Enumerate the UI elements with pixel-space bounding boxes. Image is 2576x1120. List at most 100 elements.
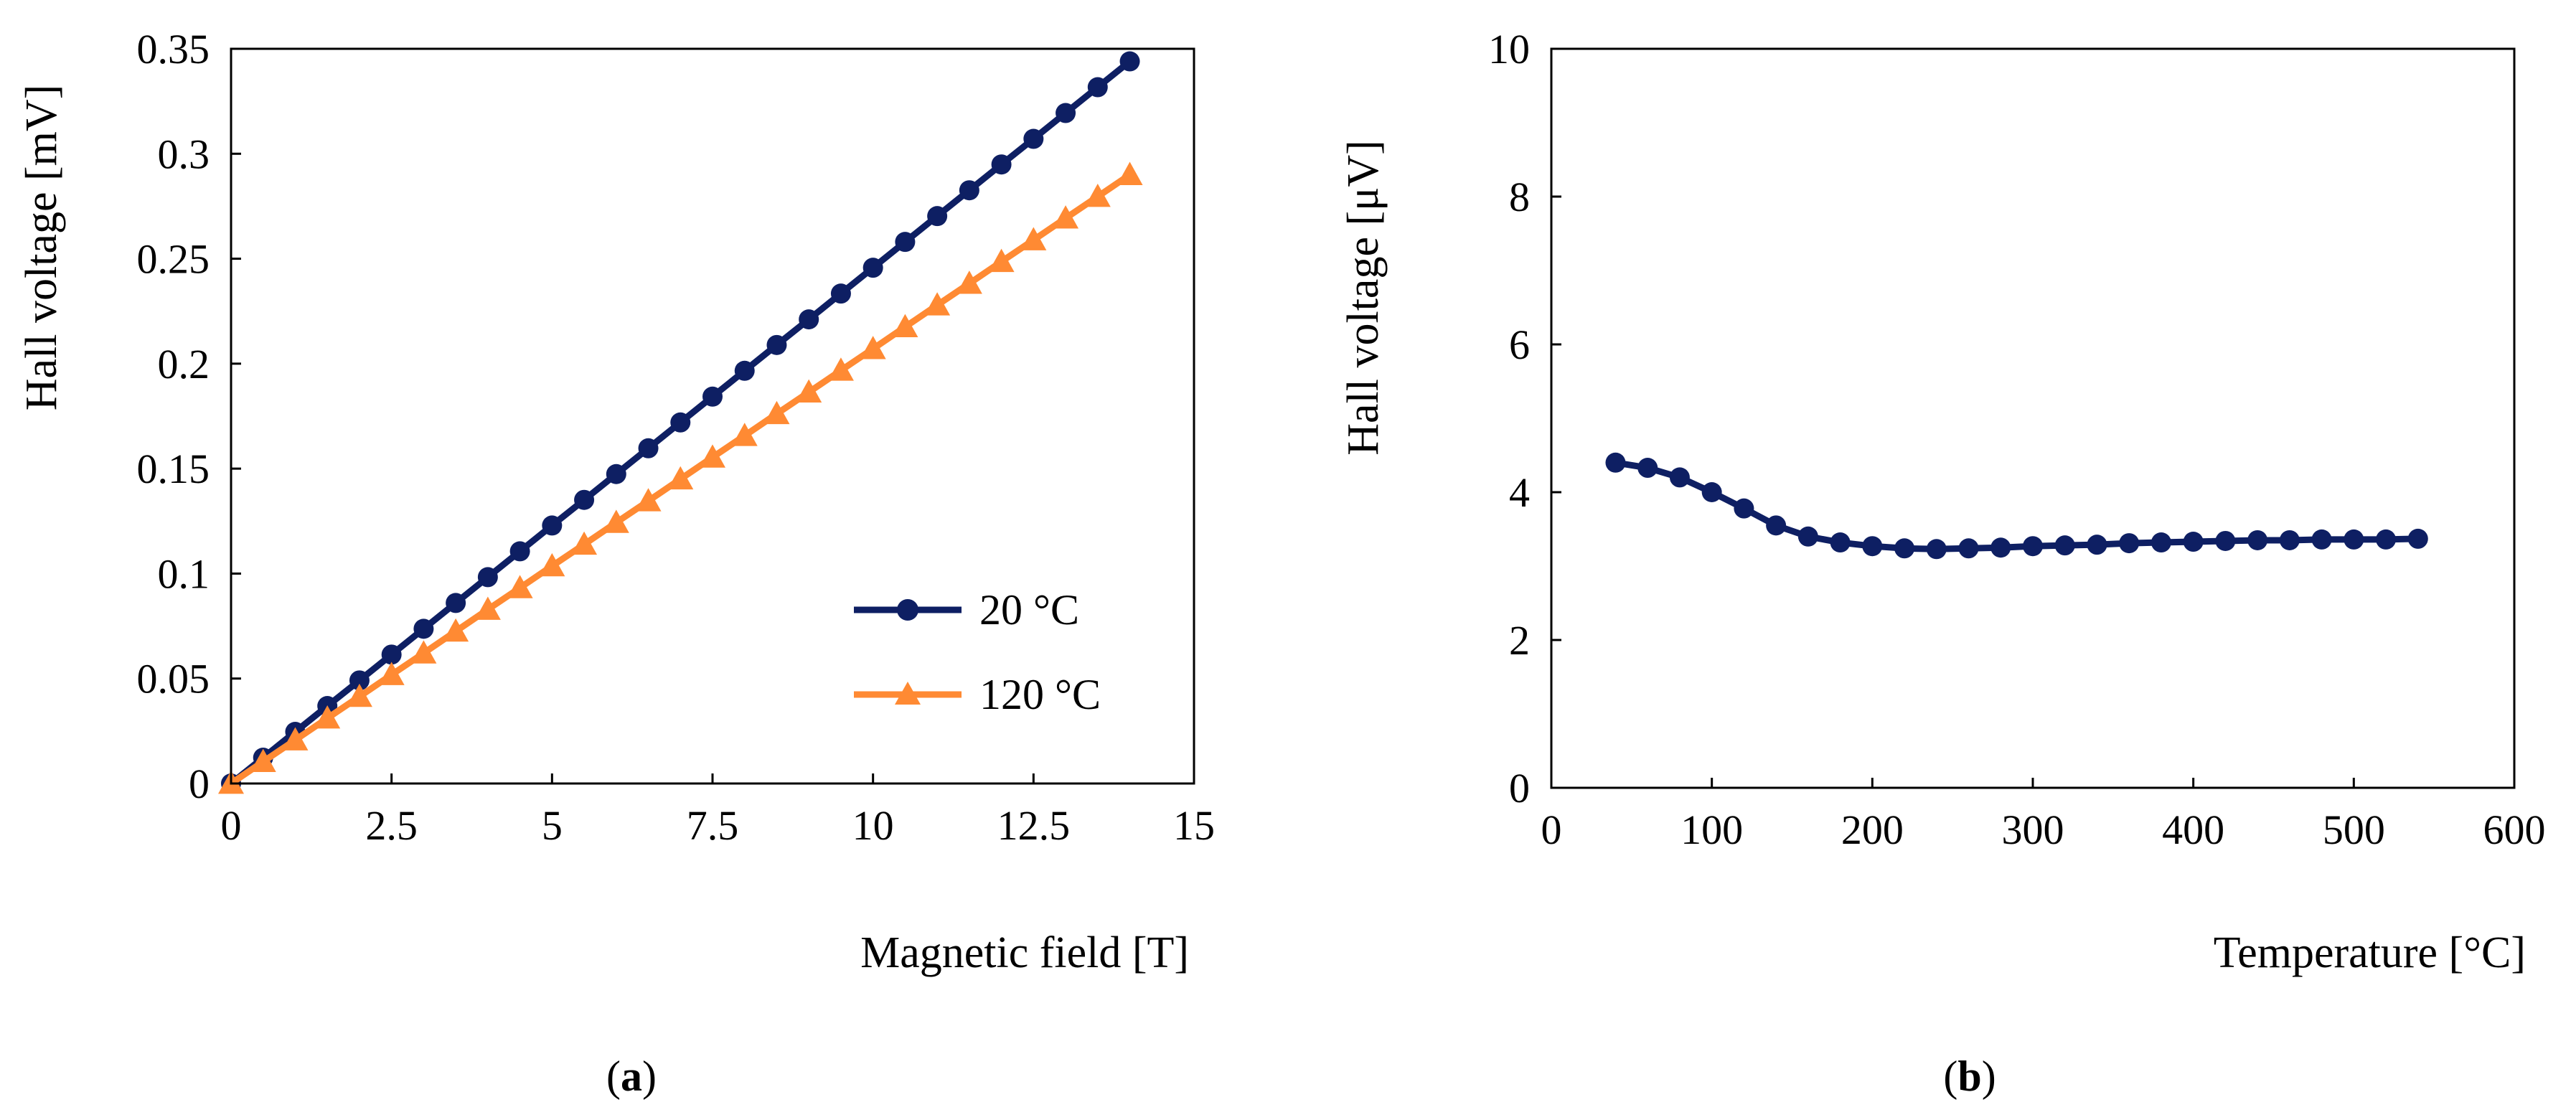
y-tick-label-b-3: 6 (1509, 321, 1530, 368)
chart-b: 0 100 200 300 400 500 600 0 2 4 6 8 10 Temperature … (1339, 26, 2546, 1100)
series-120C-point-21 (892, 314, 918, 338)
y-tick-label-b-0: 0 (1509, 765, 1530, 811)
x-tick-label-a-5: 12.5 (997, 802, 1071, 849)
series-b-point-24 (2376, 529, 2397, 550)
series-b-point-11 (1958, 538, 1979, 559)
series-b-point-14 (2054, 535, 2075, 556)
x-tick-label-b-0: 0 (1541, 806, 1562, 853)
panel-caption-b: (b) (1943, 1053, 1996, 1100)
series-b-point-6 (1797, 526, 1818, 547)
series-120C-point-27 (1084, 183, 1111, 207)
series-120C-point-8 (474, 596, 501, 620)
x-tick-label-b-5: 500 (2323, 806, 2385, 853)
series-120C-point-9 (507, 575, 533, 598)
series-20C-point-17 (766, 334, 787, 355)
series-b-point-7 (1830, 532, 1851, 553)
series-20C-point-21 (895, 232, 916, 253)
chart-a: 0 2.5 5 7.5 10 12.5 15 0 0.05 0.1 0.15 0.2 0.25 0.3 0… (17, 26, 1215, 1100)
series-120C-point-7 (443, 618, 469, 642)
series-b-point-8 (1862, 536, 1883, 557)
series-20C-point-11 (574, 489, 595, 510)
x-axis-label-a: Magnetic field [T] (860, 928, 1189, 977)
series-b-point-19 (2215, 530, 2236, 551)
series-b-point-2 (1669, 467, 1690, 488)
y-tick-label-b-5: 10 (1488, 26, 1530, 72)
series-b-point-22 (2311, 529, 2332, 550)
series-20C-point-28 (1119, 51, 1140, 72)
series-b-point-20 (2247, 530, 2268, 550)
series-120C-point-12 (603, 509, 629, 533)
series-120C-point-16 (731, 423, 758, 446)
series-b-point-23 (2344, 529, 2364, 550)
series-20C-point-16 (734, 360, 755, 381)
series-120C-point-26 (1053, 205, 1079, 229)
series-20C-point-23 (959, 180, 979, 201)
series-20C-point-4 (349, 670, 370, 691)
series-b-point-13 (2023, 536, 2043, 557)
series-b-point-25 (2407, 528, 2428, 549)
x-tick-label-a-2: 5 (542, 802, 563, 849)
y-tick-label-a-5: 0.25 (137, 236, 210, 283)
series-20C-point-27 (1087, 77, 1108, 98)
series-b-point-18 (2183, 532, 2204, 552)
x-tick-label-a-3: 7.5 (687, 802, 739, 849)
x-tick-label-a-4: 10 (852, 802, 894, 849)
y-tick-label-a-2: 0.1 (158, 550, 210, 597)
series-20C-point-10 (542, 515, 563, 536)
series-20C-point-5 (381, 644, 402, 665)
x-tick-label-b-2: 200 (1841, 806, 1904, 853)
series-20C-point-9 (509, 541, 530, 562)
series-120C-point-6 (410, 640, 437, 664)
series-120C-point-24 (988, 248, 1015, 273)
legend-label-120C: 120 °C (979, 671, 1101, 718)
series-20C-point-8 (477, 567, 498, 588)
series-20C-point-15 (702, 386, 723, 407)
series-b-point-5 (1766, 515, 1787, 536)
panel-caption-a: (a) (606, 1053, 657, 1100)
x-tick-label-b-3: 300 (2002, 806, 2064, 853)
series-b (1605, 452, 2428, 560)
series-b-point-4 (1734, 498, 1754, 519)
series-20C-point-18 (799, 309, 819, 330)
series-20C-point-6 (413, 618, 434, 639)
series-b-point-9 (1894, 538, 1915, 559)
series-20C-point-19 (830, 283, 851, 304)
y-axis-label-b: Hall voltage [μV] (1339, 140, 1388, 456)
series-120C-point-22 (924, 292, 951, 316)
x-axis-label-b: Temperature [°C] (2214, 928, 2526, 977)
legend-marker-20C (897, 599, 918, 621)
series-120C-point-25 (1020, 227, 1047, 250)
x-tick-label-b-6: 600 (2483, 806, 2546, 853)
series-20C-point-7 (446, 593, 466, 613)
x-tick-label-a-1: 2.5 (365, 802, 418, 849)
y-tick-label-a-7: 0.35 (137, 26, 210, 72)
x-tick-label-a-0: 0 (221, 802, 242, 849)
series-120C-point-23 (956, 270, 982, 294)
series-20C-point-13 (638, 438, 659, 458)
series-20C-point-25 (1023, 128, 1044, 149)
series-120C-point-14 (667, 466, 694, 490)
series-b-point-16 (2119, 533, 2140, 554)
series-b-point-10 (1926, 539, 1947, 560)
series-120C-point-19 (827, 357, 854, 381)
series-120C-point-28 (1117, 161, 1143, 185)
series-20C-point-20 (862, 258, 883, 278)
series-120C-point-18 (796, 379, 822, 403)
series-20C (221, 51, 1140, 794)
y-tick-label-a-6: 0.3 (158, 131, 210, 177)
series-120C-point-20 (860, 336, 886, 359)
x-tick-label-b-1: 100 (1680, 806, 1743, 853)
series-20C-point-26 (1056, 103, 1076, 123)
series-120C-point-13 (635, 488, 662, 512)
y-axis-label-a: Hall voltage [mV] (17, 85, 66, 411)
legend-label-20C: 20 °C (979, 586, 1079, 634)
series-b-point-17 (2150, 532, 2171, 553)
series-120C-point-10 (539, 552, 565, 577)
series-120C-point-3 (314, 705, 341, 729)
y-tick-label-b-4: 8 (1509, 174, 1530, 220)
series-b-point-12 (1990, 537, 2011, 558)
plot-area-b (1550, 47, 2516, 789)
legend-a: 20 °C 120 °C (854, 586, 1101, 718)
y-tick-label-a-1: 0.05 (137, 656, 210, 702)
